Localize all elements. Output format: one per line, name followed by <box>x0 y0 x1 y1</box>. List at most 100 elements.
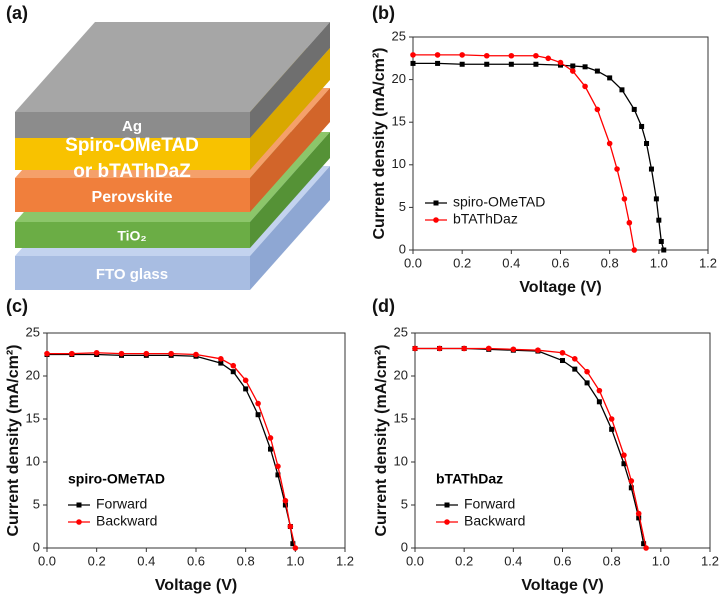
marker <box>69 350 75 357</box>
marker <box>631 247 638 253</box>
x-tick-label: 1.0 <box>286 553 304 568</box>
legend-label: Backward <box>464 513 525 529</box>
marker <box>656 217 662 223</box>
marker <box>559 349 566 356</box>
layer-label: Ag <box>122 118 142 135</box>
x-tick-label: 1.2 <box>336 553 354 568</box>
y-tick-label: 15 <box>394 410 408 425</box>
panel-label: (d) <box>372 296 395 316</box>
marker <box>621 452 627 458</box>
y-tick-label: 20 <box>392 71 406 86</box>
marker <box>459 52 465 58</box>
x-axis-label: Voltage (V) <box>521 577 603 594</box>
x-tick-label: 0.8 <box>237 553 255 568</box>
marker <box>557 59 564 66</box>
marker <box>658 238 664 244</box>
legend-label: spiro-OMeTAD <box>453 194 545 210</box>
legend-title: bTAThDaz <box>436 471 503 487</box>
marker <box>267 435 274 441</box>
x-axis-label: Voltage (V) <box>155 577 237 594</box>
x-tick-label: 0.6 <box>553 553 571 568</box>
x-tick-label: 0.2 <box>453 255 471 270</box>
y-tick-label: 10 <box>394 453 408 468</box>
x-tick-label: 0.0 <box>404 255 422 270</box>
marker <box>571 356 578 362</box>
legend-label: bTAThDaz <box>453 211 518 227</box>
marker <box>621 461 627 467</box>
marker <box>483 52 490 59</box>
marker <box>606 140 613 147</box>
legend-label: Forward <box>464 496 515 512</box>
layer-side <box>250 22 330 138</box>
legend-title: spiro-OMeTAD <box>68 471 165 487</box>
legend-marker <box>76 519 82 525</box>
marker <box>607 75 613 81</box>
marker <box>570 63 576 69</box>
layer-label: TiO₂ <box>117 228 146 244</box>
layer-side <box>250 166 330 290</box>
marker <box>118 350 125 357</box>
series-line <box>415 347 645 544</box>
y-tick-label: 0 <box>401 539 408 554</box>
marker <box>218 356 224 362</box>
marker <box>545 55 552 62</box>
x-tick-label: 0.4 <box>504 553 522 568</box>
x-tick-label: 1.2 <box>699 255 717 270</box>
x-tick-label: 0.0 <box>38 553 56 568</box>
y-axis-label: Current density (mA/cm²) <box>5 344 22 536</box>
marker <box>282 502 288 508</box>
marker <box>410 60 416 66</box>
marker <box>193 351 199 358</box>
marker <box>168 350 174 357</box>
marker <box>410 52 416 58</box>
marker <box>661 247 667 253</box>
y-tick-label: 25 <box>394 324 408 339</box>
marker <box>459 61 465 67</box>
marker <box>594 106 601 113</box>
series-line <box>415 347 647 549</box>
layer-top <box>15 22 330 112</box>
y-tick-label: 25 <box>26 324 40 339</box>
y-tick-label: 10 <box>392 156 406 171</box>
marker <box>282 497 289 504</box>
panel-label: (c) <box>6 296 28 316</box>
layer-front <box>15 222 250 248</box>
y-tick-label: 10 <box>26 453 40 468</box>
marker <box>560 358 565 364</box>
marker <box>584 368 590 375</box>
layer-side <box>250 88 330 212</box>
marker <box>639 123 645 129</box>
y-tick-label: 0 <box>399 241 406 256</box>
marker <box>596 387 603 394</box>
marker <box>93 349 100 356</box>
marker <box>290 541 296 547</box>
y-axis-label: Current density (mA/cm²) <box>373 344 390 536</box>
marker <box>218 360 224 366</box>
x-tick-label: 1.0 <box>650 255 668 270</box>
marker <box>434 52 441 58</box>
x-tick-label: 0.2 <box>455 553 473 568</box>
marker <box>648 166 654 172</box>
marker <box>255 400 261 407</box>
layer-front <box>15 256 250 290</box>
marker <box>582 83 588 90</box>
plot-frame <box>46 332 346 549</box>
marker <box>641 541 647 547</box>
legend-marker <box>444 519 450 525</box>
marker <box>461 345 467 352</box>
marker <box>619 87 625 93</box>
x-tick-label: 0.2 <box>88 553 106 568</box>
y-tick-label: 20 <box>26 367 40 382</box>
marker <box>533 52 539 59</box>
panel-label: (a) <box>6 3 28 23</box>
x-tick-label: 0.6 <box>551 255 569 270</box>
marker <box>44 350 50 357</box>
layer-label: Spiro-OMeTAD <box>65 135 199 156</box>
marker <box>608 416 615 422</box>
marker <box>412 345 418 352</box>
marker <box>268 446 273 452</box>
y-tick-label: 5 <box>399 199 406 214</box>
x-axis-label: Voltage (V) <box>519 279 601 296</box>
x-tick-label: 0.6 <box>187 553 205 568</box>
